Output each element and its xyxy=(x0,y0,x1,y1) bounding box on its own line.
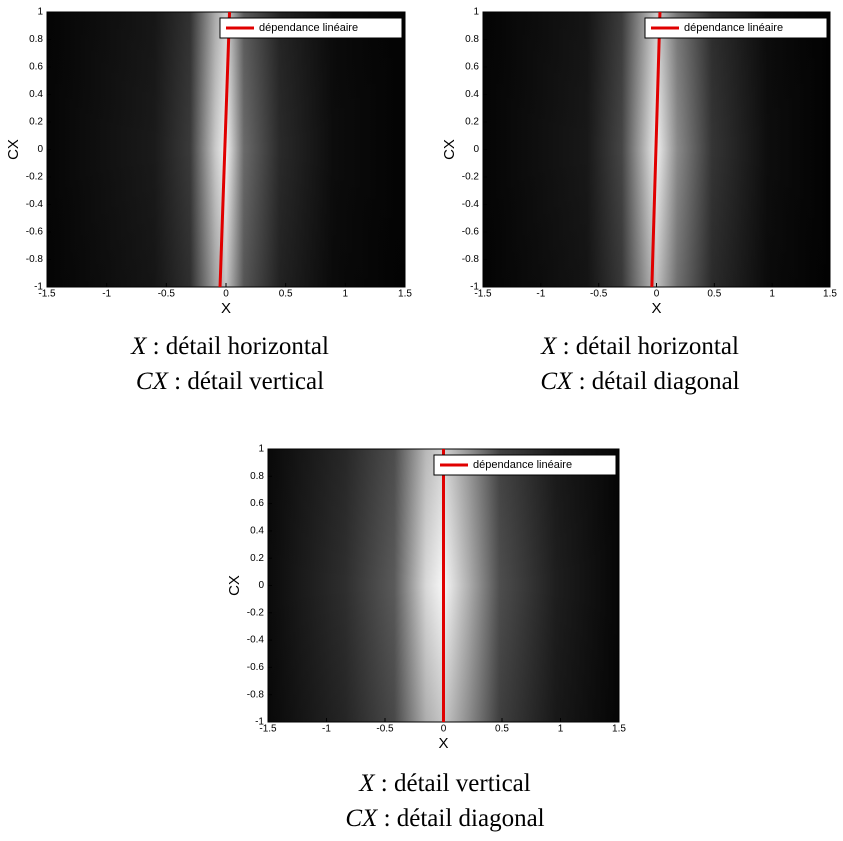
x-tick-label: -1.5 xyxy=(474,289,492,300)
y-tick-label: -1 xyxy=(255,717,264,728)
y-tick-label: -0.6 xyxy=(462,227,480,238)
y-tick-label: 0.2 xyxy=(250,553,264,564)
legend-label: dépendance linéaire xyxy=(259,22,358,34)
y-tick-label: 0.4 xyxy=(250,526,264,537)
y-tick-label: 0.8 xyxy=(29,34,43,45)
x-tick-label: 1 xyxy=(558,724,564,735)
y-tick-label: -0.6 xyxy=(247,662,265,673)
legend-box xyxy=(219,17,403,39)
y-tick-label: 0.6 xyxy=(29,62,43,73)
y-tick-label: 0 xyxy=(473,144,479,155)
x-axis-label: X xyxy=(221,300,231,317)
y-tick-label: 1 xyxy=(258,444,264,455)
x-tick-label: -1 xyxy=(322,724,331,735)
caption-text: : détail vertical xyxy=(381,770,531,797)
caption-line: CX : détail vertical xyxy=(136,368,324,395)
axes-frame xyxy=(46,11,406,288)
x-tick-label: 0.5 xyxy=(279,289,293,300)
x-tick-label: -1 xyxy=(102,289,111,300)
axes-frame xyxy=(482,11,831,288)
y-tick-label: 0.4 xyxy=(465,89,479,100)
x-tick-label: -0.5 xyxy=(158,289,176,300)
caption-text: : détail vertical xyxy=(174,368,324,395)
caption-symbol: CX xyxy=(345,805,379,832)
caption-symbol: CX xyxy=(136,368,170,395)
y-tick-label: -1 xyxy=(470,282,479,293)
y-tick-label: 0 xyxy=(37,144,43,155)
caption-symbol: X xyxy=(130,333,148,360)
y-tick-label: 1 xyxy=(37,7,43,18)
y-tick-label: 1 xyxy=(473,7,479,18)
x-tick-label: 0 xyxy=(654,289,660,300)
y-tick-label: 0.8 xyxy=(465,34,479,45)
x-tick-label: 1 xyxy=(343,289,349,300)
legend-label: dépendance linéaire xyxy=(684,22,783,34)
y-axis-label: CX xyxy=(226,575,243,596)
y-tick-label: -0.8 xyxy=(247,689,265,700)
x-tick-label: -1.5 xyxy=(38,289,56,300)
y-tick-label: -1 xyxy=(34,282,43,293)
x-tick-label: -1 xyxy=(536,289,545,300)
y-tick-label: -0.2 xyxy=(26,172,44,183)
y-tick-label: 0.2 xyxy=(465,117,479,128)
caption-symbol: CX xyxy=(540,368,574,395)
y-tick-label: -0.2 xyxy=(247,607,265,618)
caption-symbol: X xyxy=(540,333,558,360)
caption-line: X : détail horizontal xyxy=(540,333,739,360)
caption-text: : détail diagonal xyxy=(579,368,740,395)
caption-line: CX : détail diagonal xyxy=(345,805,544,832)
caption-line: X : détail horizontal xyxy=(130,333,329,360)
legend-box xyxy=(433,454,617,476)
y-axis-label: CX xyxy=(441,139,458,160)
y-tick-label: -0.8 xyxy=(462,254,480,265)
y-tick-label: -0.4 xyxy=(247,635,265,646)
y-tick-label: -0.4 xyxy=(462,199,480,210)
y-tick-label: -0.4 xyxy=(26,199,44,210)
x-tick-label: 0 xyxy=(223,289,229,300)
fit-line xyxy=(650,11,662,288)
fit-line xyxy=(218,11,232,288)
x-tick-label: 0.5 xyxy=(707,289,721,300)
x-tick-label: 1.5 xyxy=(398,289,412,300)
x-tick-label: 1 xyxy=(769,289,775,300)
x-tick-label: -1.5 xyxy=(259,724,277,735)
x-axis-label: X xyxy=(438,735,448,752)
legend-label: dépendance linéaire xyxy=(473,459,572,471)
y-tick-label: 0.6 xyxy=(250,498,264,509)
x-tick-label: 1.5 xyxy=(823,289,837,300)
caption-line: CX : détail diagonal xyxy=(540,368,739,395)
caption-line: X : détail vertical xyxy=(358,770,531,797)
y-tick-label: 0 xyxy=(258,580,264,591)
caption-text: : détail diagonal xyxy=(384,805,545,832)
legend-box xyxy=(644,17,828,39)
y-tick-label: -0.6 xyxy=(26,227,44,238)
x-axis-label: X xyxy=(651,300,661,317)
caption-text: : détail horizontal xyxy=(563,333,739,360)
y-tick-label: -0.2 xyxy=(462,172,480,183)
y-tick-label: 0.2 xyxy=(29,117,43,128)
y-tick-label: 0.6 xyxy=(465,62,479,73)
x-tick-label: -0.5 xyxy=(590,289,608,300)
caption-symbol: X xyxy=(358,770,376,797)
y-tick-label: 0.4 xyxy=(29,89,43,100)
y-tick-label: 0.8 xyxy=(250,471,264,482)
x-tick-label: -0.5 xyxy=(376,724,394,735)
x-tick-label: 0 xyxy=(441,724,447,735)
y-axis-label: CX xyxy=(5,139,22,160)
x-tick-label: 0.5 xyxy=(495,724,509,735)
x-tick-label: 1.5 xyxy=(612,724,626,735)
y-tick-label: -0.8 xyxy=(26,254,44,265)
caption-text: : détail horizontal xyxy=(153,333,329,360)
